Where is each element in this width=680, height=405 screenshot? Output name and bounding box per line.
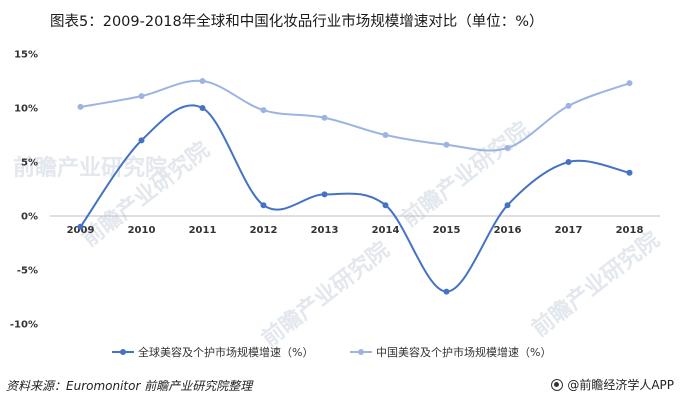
brand-credit: @前瞻经济学人APP: [551, 376, 674, 393]
series-layer: [77, 78, 633, 295]
data-point-global: [565, 159, 572, 165]
data-point-china: [626, 80, 633, 87]
data-point-global: [504, 202, 511, 209]
x-tick-label: 2017: [555, 225, 583, 236]
brand-logo-icon: [551, 378, 564, 391]
x-tick-label: 2015: [433, 225, 461, 236]
watermark-text: 前瞻产业研究院: [397, 117, 534, 232]
data-point-china: [443, 141, 450, 148]
data-point-china: [504, 144, 511, 151]
data-point-china: [565, 102, 572, 109]
data-point-global: [626, 169, 633, 176]
data-point-global: [199, 105, 206, 111]
legend-marker: [120, 349, 126, 355]
data-point-global: [138, 137, 145, 144]
data-point-china: [77, 103, 84, 110]
data-point-china: [321, 114, 328, 121]
watermark-text: 前瞻产业研究院: [527, 227, 664, 342]
x-tick-label: 2013: [311, 225, 339, 236]
y-tick-label: 5%: [21, 158, 38, 169]
legend: 全球美容及个护市场规模增速（%） 中国美容及个护市场规模增速（%）: [112, 345, 551, 359]
legend-marker: [358, 349, 364, 355]
data-point-global: [77, 223, 84, 230]
y-tick-label: 0%: [21, 212, 38, 223]
series-line-china: [80, 79, 630, 152]
data-point-global: [260, 202, 267, 209]
x-tick-label: 2009: [67, 225, 95, 236]
x-tick-label: 2018: [616, 225, 644, 236]
x-tick-label: 2010: [128, 225, 156, 236]
data-point-global: [321, 191, 328, 198]
axes: -10% -5% 0% 5% 10% 15% 2009 2010 2011 2012 2013 201…: [10, 50, 660, 331]
brand-text: @前瞻经济学人APP: [567, 378, 674, 392]
data-point-china: [260, 107, 267, 114]
legend-label: 全球美容及个护市场规模增速（%）: [138, 345, 313, 359]
source-note: 资料来源：Euromonitor 前瞻产业研究院整理: [6, 379, 253, 393]
y-tick-label: -10%: [10, 320, 38, 331]
x-tick-label: 2012: [250, 225, 278, 236]
watermark-text: 前瞻产业研究院: [13, 155, 167, 181]
watermark-text: 前瞻产业研究院: [257, 237, 394, 352]
legend-label: 中国美容及个护市场规模增速（%）: [376, 345, 551, 359]
data-point-china: [138, 93, 145, 100]
y-tick-label: 15%: [14, 50, 38, 61]
y-tick-label: 10%: [14, 104, 38, 115]
data-point-global: [382, 202, 389, 209]
data-point-china: [382, 132, 389, 138]
x-tick-label: 2011: [189, 225, 217, 236]
data-point-china: [199, 78, 206, 84]
x-tick-label: 2014: [372, 225, 400, 236]
series-line-global: [79, 104, 630, 293]
x-tick-label: 2016: [494, 225, 522, 236]
data-point-global: [443, 288, 450, 295]
y-tick-label: -5%: [17, 266, 38, 277]
chart-title: 图表5：2009-2018年全球和中国化妆品行业市场规模增速对比（单位：%）: [50, 14, 544, 30]
